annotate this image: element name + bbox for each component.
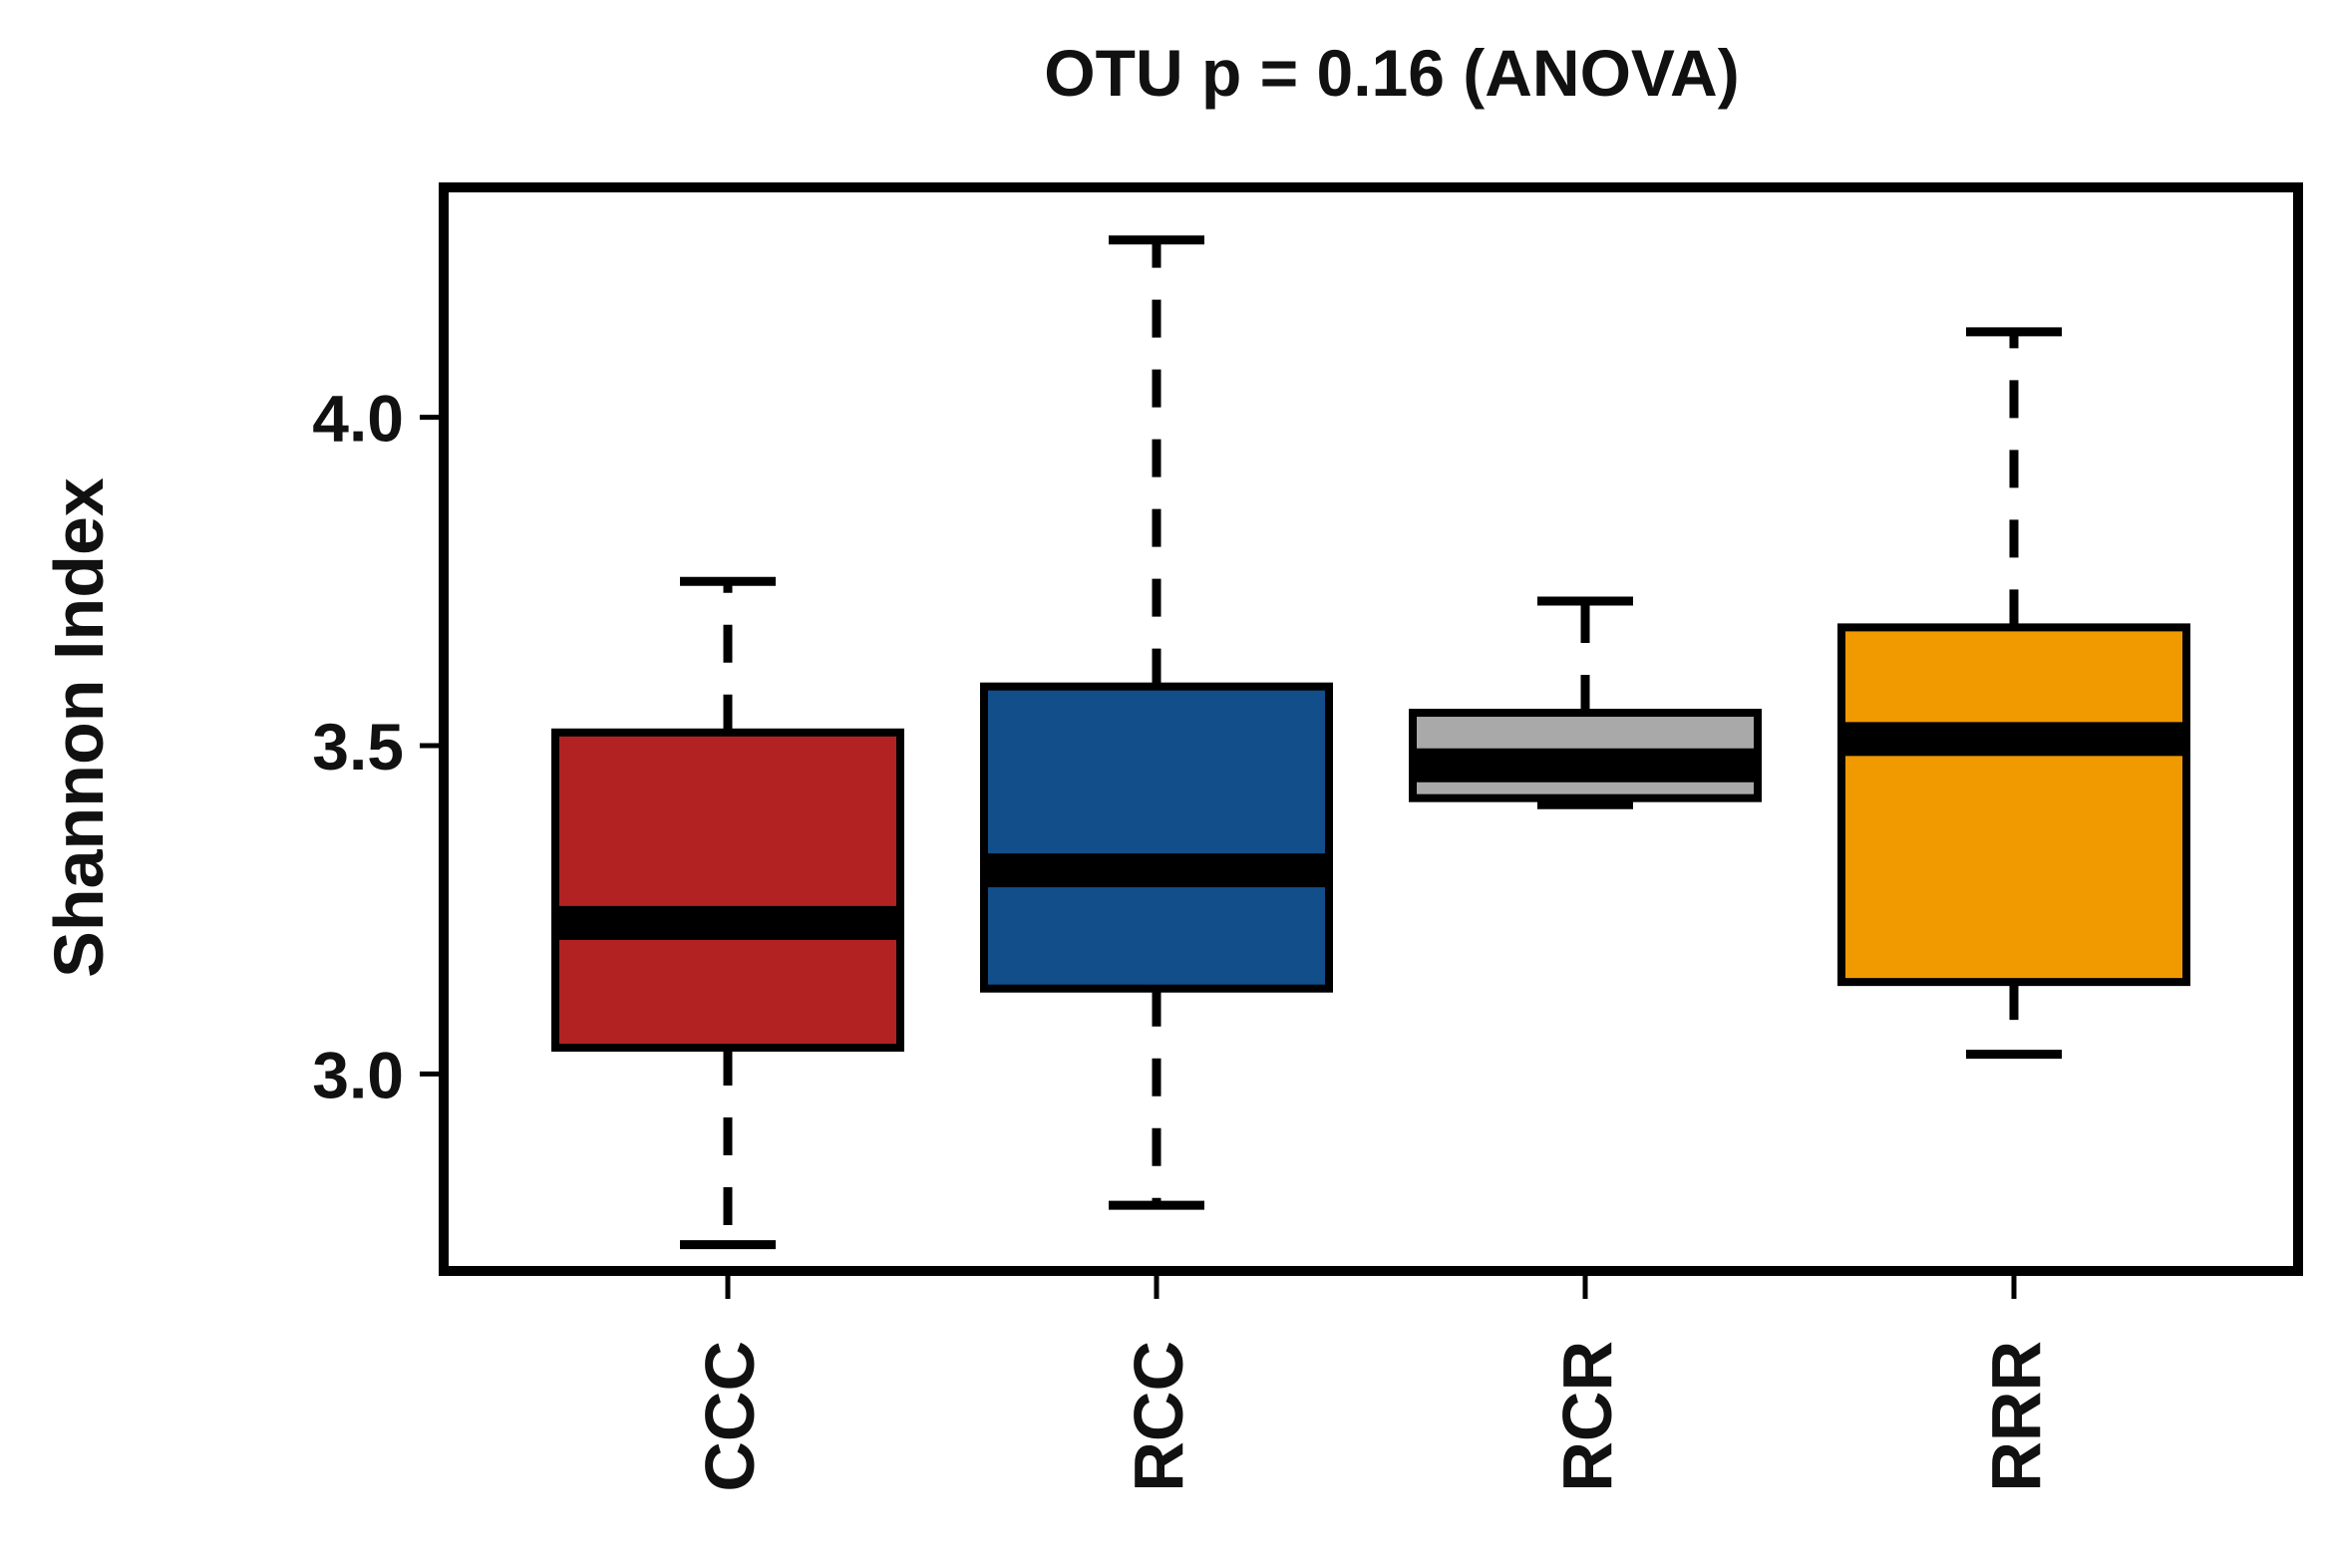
plot-area: 3.0 3.5 4.0 CCC RCC RCR RRR: [312, 182, 2303, 1492]
x-tick-label-ccc: CCC: [691, 1341, 769, 1492]
y-tick-label-1: 3.5: [312, 710, 404, 784]
box-rrr: [1837, 623, 2190, 987]
y-tick-label-0: 3.0: [312, 1038, 404, 1111]
chart-title: OTU p = 0.16 (ANOVA): [1044, 36, 1739, 110]
y-axis-label: Shannon Index: [40, 477, 118, 978]
x-tick-label-rcr: RCR: [1548, 1341, 1626, 1492]
box-rcc: [980, 682, 1333, 993]
x-tick-label-rrr: RRR: [1977, 1341, 2055, 1492]
box-ccc: [551, 728, 904, 1053]
y-tick-label-2: 4.0: [312, 382, 404, 456]
x-tick-label-rcc: RCC: [1120, 1341, 1197, 1492]
plot-frame: [439, 182, 2303, 1276]
